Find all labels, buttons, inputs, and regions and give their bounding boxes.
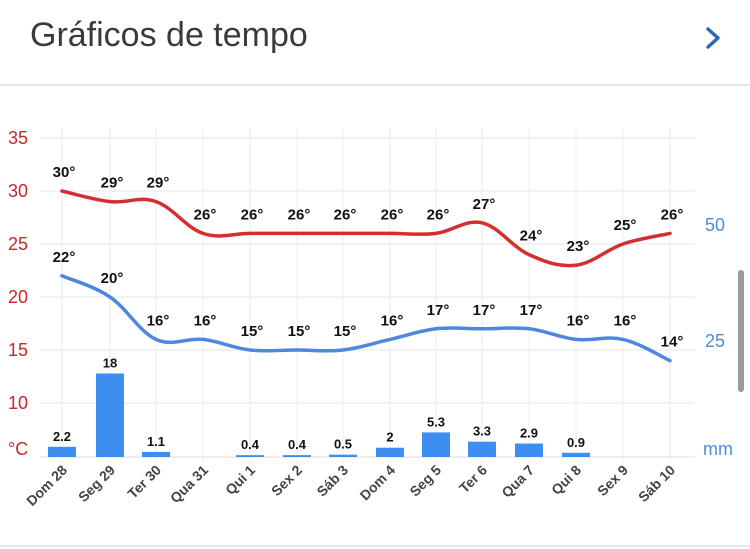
precip-bar bbox=[422, 432, 450, 457]
max-temp-line bbox=[60, 189, 672, 268]
max-temp-data-label: 26° bbox=[661, 206, 684, 223]
y-axis-unit-label: °C bbox=[8, 439, 28, 459]
min-temp-line bbox=[60, 274, 672, 363]
min-temp-data-label: 16° bbox=[567, 312, 590, 329]
precip-data-label: 2 bbox=[386, 430, 393, 445]
min-temp-data-label: 16° bbox=[614, 312, 637, 329]
max-temp-data-label: 29° bbox=[101, 175, 124, 192]
x-axis-tick-label: Sex 9 bbox=[594, 462, 631, 499]
x-axis-tick-label: Qua 31 bbox=[167, 462, 211, 506]
precip-data-label: 0.4 bbox=[241, 437, 260, 452]
precip-bar bbox=[96, 373, 124, 457]
precip-data-label: 1.1 bbox=[147, 434, 165, 449]
min-temp-data-label: 17° bbox=[473, 302, 496, 319]
max-temp-data-label: 26° bbox=[381, 206, 404, 223]
precip-bar bbox=[142, 451, 170, 457]
precip-bar bbox=[236, 455, 264, 457]
precip-bar bbox=[283, 455, 311, 457]
y-axis-tick-label: 15 bbox=[8, 340, 28, 360]
x-axis-tick-label: Ter 30 bbox=[124, 462, 164, 502]
max-temp-data-label: 29° bbox=[147, 175, 170, 192]
page-title: Gráficos de tempo bbox=[30, 16, 308, 54]
x-axis-tick-label: Seg 29 bbox=[75, 462, 118, 505]
scrollbar[interactable] bbox=[738, 270, 744, 392]
precip-bar bbox=[515, 443, 543, 457]
precip-data-label: 0.5 bbox=[334, 437, 352, 452]
precip-bar bbox=[468, 441, 496, 457]
precip-bar bbox=[562, 452, 590, 457]
min-temp-data-label: 17° bbox=[427, 302, 450, 319]
x-axis-tick-label: Sex 2 bbox=[268, 462, 305, 499]
min-temp-data-label: 16° bbox=[147, 312, 170, 329]
y-axis-tick-label: 20 bbox=[8, 287, 28, 307]
min-temp-data-label: 16° bbox=[381, 312, 404, 329]
min-temp-data-label: 15° bbox=[241, 323, 264, 340]
precip-bar bbox=[376, 447, 404, 457]
precip-data-label: 2.2 bbox=[53, 429, 71, 444]
chevron-right-icon[interactable] bbox=[700, 22, 728, 54]
x-axis-tick-label: Ter 6 bbox=[456, 462, 490, 496]
weather-chart: 35 30 25 20 15 10 °C 50 25 mm 2.2 18 1.1 0.4 0.4 0.5 2 5.… bbox=[8, 128, 733, 509]
max-temp-data-label: 26° bbox=[194, 206, 217, 223]
precip-data-label: 0.4 bbox=[288, 437, 307, 452]
x-axis-tick-label: Dom 4 bbox=[357, 462, 399, 504]
precip-data-label: 5.3 bbox=[427, 414, 445, 429]
max-temp-data-label: 23° bbox=[567, 238, 590, 255]
y-axis-tick-label: 30 bbox=[8, 181, 28, 201]
x-axis-tick-label: Qui 1 bbox=[222, 462, 258, 498]
max-temp-data-label: 25° bbox=[614, 217, 637, 234]
y-axis-tick-label: 10 bbox=[8, 393, 28, 413]
max-temp-data-label: 26° bbox=[241, 206, 264, 223]
x-axis-tick-label: Dom 28 bbox=[23, 462, 70, 509]
max-temp-data-label: 26° bbox=[334, 206, 357, 223]
header: Gráficos de tempo bbox=[0, 0, 750, 86]
max-temp-data-label: 30° bbox=[53, 164, 76, 181]
max-temp-data-label: 24° bbox=[520, 228, 543, 245]
min-temp-data-label: 14° bbox=[661, 334, 684, 351]
x-axis-tick-label: Qui 8 bbox=[548, 462, 584, 498]
x-axis-tick-label: Qua 7 bbox=[498, 462, 537, 501]
min-temp-data-label: 20° bbox=[101, 270, 124, 287]
x-axis-tick-label: Sáb 3 bbox=[313, 462, 351, 500]
y-axis-tick-label: 25 bbox=[8, 234, 28, 254]
min-temp-data-label: 17° bbox=[520, 302, 543, 319]
precip-data-label: 3.3 bbox=[473, 424, 491, 439]
x-axis-tick-label: Seg 5 bbox=[406, 462, 444, 500]
min-temp-data-label: 16° bbox=[194, 312, 217, 329]
x-axis-tick-label: Sáb 10 bbox=[635, 462, 678, 505]
min-temp-data-label: 15° bbox=[334, 323, 357, 340]
max-temp-data-label: 26° bbox=[288, 206, 311, 223]
y-axis-tick-label: 35 bbox=[8, 128, 28, 148]
max-temp-data-label: 26° bbox=[427, 206, 450, 223]
y2-axis-tick-label: 25 bbox=[705, 331, 725, 351]
min-temp-data-label: 22° bbox=[53, 249, 76, 266]
y2-axis-tick-label: 50 bbox=[705, 215, 725, 235]
precip-data-label: 18 bbox=[103, 355, 117, 370]
y2-axis-unit-label: mm bbox=[703, 439, 733, 459]
min-temp-data-label: 15° bbox=[288, 323, 311, 340]
precip-data-label: 2.9 bbox=[520, 426, 538, 441]
precip-bar bbox=[48, 446, 76, 457]
divider bbox=[0, 545, 750, 547]
precip-data-label: 0.9 bbox=[567, 435, 585, 450]
precip-bar bbox=[329, 454, 357, 457]
max-temp-data-label: 27° bbox=[473, 196, 496, 213]
